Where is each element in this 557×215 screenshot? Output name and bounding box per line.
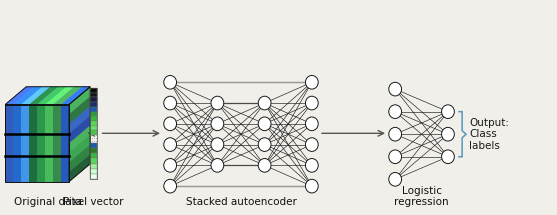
Circle shape bbox=[211, 138, 224, 151]
Circle shape bbox=[389, 150, 402, 164]
Polygon shape bbox=[90, 131, 97, 135]
Circle shape bbox=[305, 138, 318, 151]
Polygon shape bbox=[53, 104, 61, 182]
Circle shape bbox=[305, 179, 318, 193]
Polygon shape bbox=[5, 87, 90, 104]
Polygon shape bbox=[90, 126, 97, 131]
Polygon shape bbox=[21, 104, 29, 182]
Polygon shape bbox=[69, 87, 90, 182]
Polygon shape bbox=[90, 143, 97, 148]
Text: Logistic
regression: Logistic regression bbox=[394, 186, 449, 207]
Circle shape bbox=[258, 158, 271, 172]
Circle shape bbox=[442, 105, 455, 118]
Polygon shape bbox=[5, 104, 69, 182]
Polygon shape bbox=[13, 87, 42, 104]
Text: Original data: Original data bbox=[13, 197, 82, 207]
Polygon shape bbox=[29, 87, 58, 104]
Polygon shape bbox=[37, 87, 66, 104]
Text: Stacked autoencoder: Stacked autoencoder bbox=[185, 197, 296, 207]
Polygon shape bbox=[61, 87, 90, 104]
Polygon shape bbox=[37, 104, 45, 182]
Polygon shape bbox=[69, 125, 90, 153]
Polygon shape bbox=[90, 112, 97, 116]
Circle shape bbox=[211, 158, 224, 172]
Polygon shape bbox=[61, 104, 69, 182]
Circle shape bbox=[164, 138, 177, 151]
Circle shape bbox=[164, 75, 177, 89]
Circle shape bbox=[211, 117, 224, 131]
Polygon shape bbox=[45, 87, 74, 104]
Polygon shape bbox=[69, 106, 90, 134]
Polygon shape bbox=[90, 102, 97, 107]
Polygon shape bbox=[69, 135, 90, 162]
Polygon shape bbox=[69, 154, 90, 182]
Circle shape bbox=[258, 138, 271, 151]
Polygon shape bbox=[69, 96, 90, 124]
Polygon shape bbox=[90, 169, 97, 174]
Polygon shape bbox=[90, 97, 97, 102]
Polygon shape bbox=[90, 116, 97, 121]
Circle shape bbox=[305, 158, 318, 172]
Circle shape bbox=[164, 158, 177, 172]
Polygon shape bbox=[5, 87, 34, 104]
Polygon shape bbox=[90, 174, 97, 179]
Circle shape bbox=[258, 117, 271, 131]
Circle shape bbox=[389, 82, 402, 96]
Circle shape bbox=[442, 150, 455, 164]
Text: Pixel vector: Pixel vector bbox=[63, 197, 124, 207]
Polygon shape bbox=[90, 93, 97, 97]
Circle shape bbox=[389, 127, 402, 141]
Polygon shape bbox=[29, 104, 37, 182]
Polygon shape bbox=[45, 104, 53, 182]
Circle shape bbox=[389, 172, 402, 186]
Text: Output:
Class
labels: Output: Class labels bbox=[470, 118, 509, 151]
Polygon shape bbox=[90, 158, 97, 164]
Circle shape bbox=[164, 179, 177, 193]
Polygon shape bbox=[90, 154, 97, 158]
Circle shape bbox=[164, 96, 177, 110]
Polygon shape bbox=[13, 104, 21, 182]
Polygon shape bbox=[90, 88, 97, 93]
Polygon shape bbox=[21, 87, 50, 104]
Circle shape bbox=[442, 127, 455, 141]
Polygon shape bbox=[90, 107, 97, 112]
Circle shape bbox=[389, 105, 402, 118]
Circle shape bbox=[305, 117, 318, 131]
Polygon shape bbox=[69, 144, 90, 172]
Polygon shape bbox=[5, 104, 13, 182]
Circle shape bbox=[164, 117, 177, 131]
Polygon shape bbox=[90, 148, 97, 154]
Polygon shape bbox=[90, 164, 97, 169]
Circle shape bbox=[211, 96, 224, 110]
Circle shape bbox=[305, 96, 318, 110]
Polygon shape bbox=[53, 87, 82, 104]
Polygon shape bbox=[69, 87, 90, 114]
Polygon shape bbox=[69, 116, 90, 143]
Circle shape bbox=[258, 96, 271, 110]
Polygon shape bbox=[90, 121, 97, 126]
Circle shape bbox=[305, 75, 318, 89]
